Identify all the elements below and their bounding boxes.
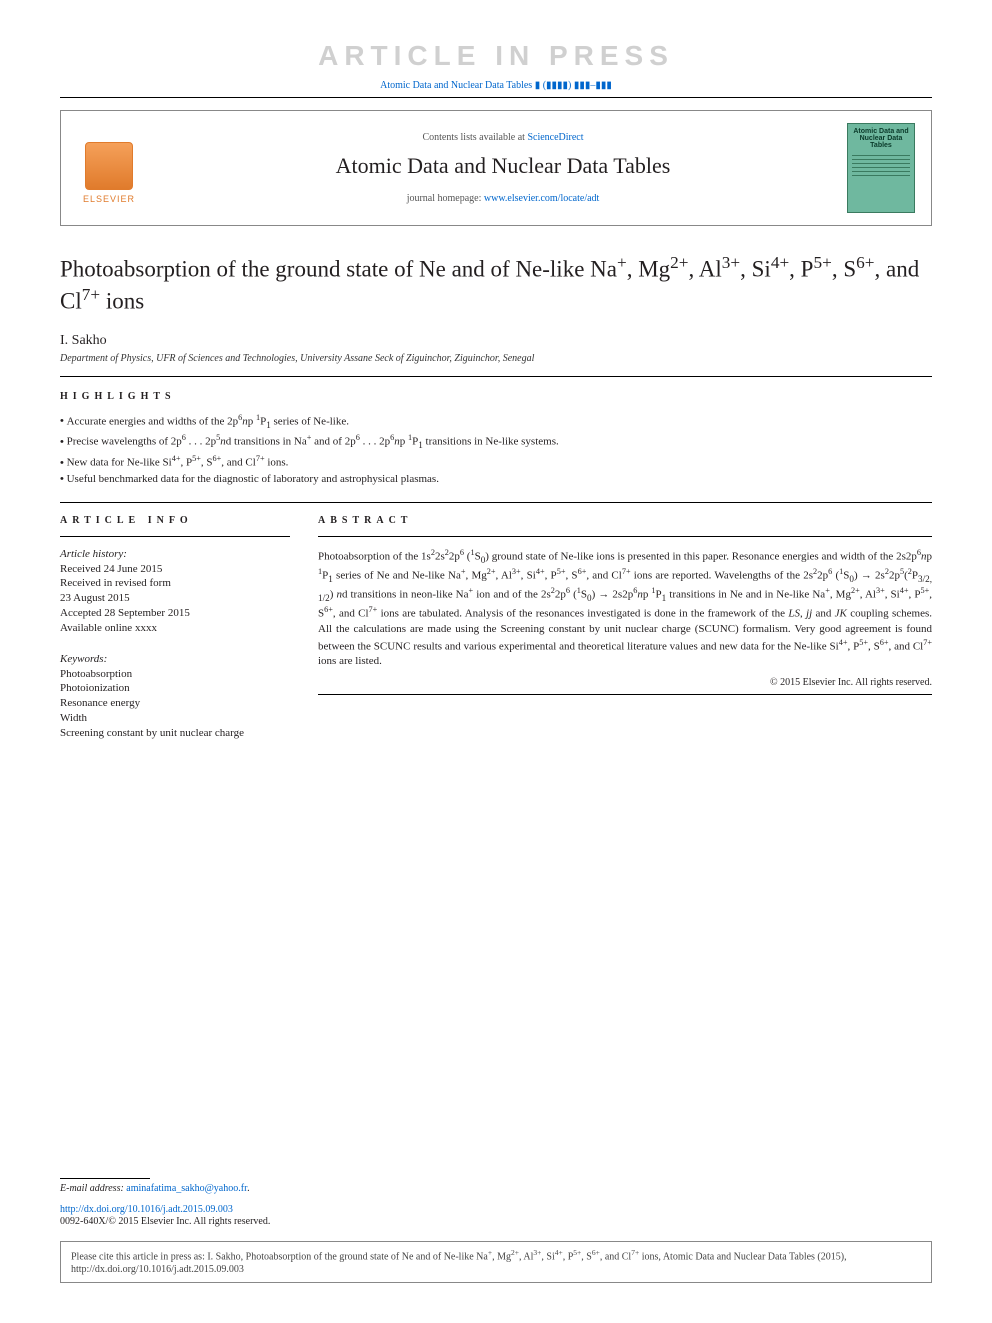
email-label: E-mail address:	[60, 1183, 126, 1194]
journal-homepage-line: journal homepage: www.elsevier.com/locat…	[159, 193, 847, 204]
author-email-link[interactable]: aminafatima_sakho@yahoo.fr	[126, 1183, 247, 1194]
running-head: Atomic Data and Nuclear Data Tables ▮ (▮…	[60, 80, 932, 91]
history-head: Article history:	[60, 547, 290, 562]
elsevier-label: ELSEVIER	[83, 194, 135, 204]
cover-decoration	[852, 155, 910, 179]
divider	[60, 97, 932, 98]
line-item: Received in revised form	[60, 576, 290, 591]
abstract-text: Photoabsorption of the 1s22s22p6 (1S0) g…	[318, 547, 932, 669]
elsevier-logo: ELSEVIER	[77, 132, 141, 204]
footer: E-mail address: aminafatima_sakho@yahoo.…	[60, 1178, 932, 1283]
line-item: Photoabsorption	[60, 667, 290, 682]
journal-name: Atomic Data and Nuclear Data Tables	[159, 153, 847, 179]
header-center: Contents lists available at ScienceDirec…	[159, 132, 847, 204]
issn-line: 0092-640X/© 2015 Elsevier Inc. All right…	[60, 1216, 932, 1227]
divider	[318, 694, 932, 695]
author-name: I. Sakho	[60, 333, 932, 349]
journal-cover-thumbnail: Atomic Data and Nuclear Data Tables	[847, 123, 915, 213]
sciencedirect-link[interactable]: ScienceDirect	[527, 132, 583, 143]
copyright-line: © 2015 Elsevier Inc. All rights reserved…	[318, 677, 932, 688]
divider	[318, 536, 932, 537]
email-line: E-mail address: aminafatima_sakho@yahoo.…	[60, 1183, 932, 1194]
page: ARTICLE IN PRESS Atomic Data and Nuclear…	[0, 0, 992, 1323]
line-item: Width	[60, 711, 290, 726]
line-item: Received 24 June 2015	[60, 562, 290, 577]
line-item: Screening constant by unit nuclear charg…	[60, 726, 290, 741]
history-lines: Received 24 June 2015Received in revised…	[60, 562, 290, 636]
info-abstract-row: ARTICLE INFO Article history: Received 2…	[60, 515, 932, 741]
doi-link[interactable]: http://dx.doi.org/10.1016/j.adt.2015.09.…	[60, 1204, 233, 1215]
doi-line: http://dx.doi.org/10.1016/j.adt.2015.09.…	[60, 1204, 932, 1215]
contents-lists-line: Contents lists available at ScienceDirec…	[159, 132, 847, 143]
elsevier-tree-icon	[85, 142, 133, 190]
highlights-item: Accurate energies and widths of the 2p6n…	[60, 412, 932, 433]
article-info-label: ARTICLE INFO	[60, 515, 290, 526]
highlights-label: HIGHLIGHTS	[60, 391, 932, 402]
line-item: Photoionization	[60, 681, 290, 696]
line-item: 23 August 2015	[60, 591, 290, 606]
article-in-press-banner: ARTICLE IN PRESS	[60, 40, 932, 72]
abstract-column: ABSTRACT Photoabsorption of the 1s22s22p…	[318, 515, 932, 741]
divider	[60, 376, 932, 377]
journal-header-box: ELSEVIER Contents lists available at Sci…	[60, 110, 932, 226]
abstract-label: ABSTRACT	[318, 515, 932, 526]
article-info-column: ARTICLE INFO Article history: Received 2…	[60, 515, 290, 741]
cite-as-box: Please cite this article in press as: I.…	[60, 1241, 932, 1283]
highlights-list: Accurate energies and widths of the 2p6n…	[60, 412, 932, 488]
homepage-prefix: journal homepage:	[407, 193, 484, 204]
article-history: Article history: Received 24 June 2015Re…	[60, 547, 290, 636]
divider	[60, 536, 290, 537]
contents-prefix: Contents lists available at	[422, 132, 527, 143]
highlights-item: Useful benchmarked data for the diagnost…	[60, 471, 932, 488]
author-affiliation: Department of Physics, UFR of Sciences a…	[60, 353, 932, 364]
article-title: Photoabsorption of the ground state of N…	[60, 252, 932, 317]
divider	[60, 502, 932, 503]
footnote-rule	[60, 1178, 150, 1179]
keywords-items: PhotoabsorptionPhotoionizationResonance …	[60, 667, 290, 741]
keywords-head: Keywords:	[60, 652, 290, 667]
keywords-block: Keywords: PhotoabsorptionPhotoionization…	[60, 652, 290, 741]
line-item: Accepted 28 September 2015	[60, 606, 290, 621]
highlights-item: New data for Ne-like Si4+, P5+, S6+, and…	[60, 453, 932, 471]
highlights-item: Precise wavelengths of 2p6 . . . 2p5nd t…	[60, 432, 932, 453]
line-item: Resonance energy	[60, 696, 290, 711]
line-item: Available online xxxx	[60, 621, 290, 636]
cover-title: Atomic Data and Nuclear Data Tables	[852, 128, 910, 149]
journal-homepage-link[interactable]: www.elsevier.com/locate/adt	[484, 193, 599, 204]
